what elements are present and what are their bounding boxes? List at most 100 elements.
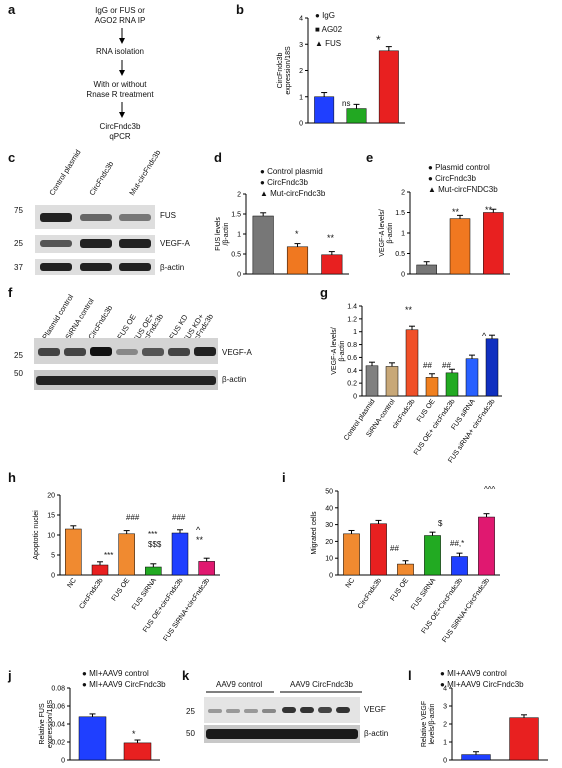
x-tick-label: FUS SiRNA+CircFndc3b [441, 577, 491, 644]
flow-arrow-2 [119, 60, 125, 76]
y-tick-label: 10 [47, 533, 55, 540]
bar [365, 365, 379, 397]
y-axis-label-line: Apoptotic nuclei [33, 510, 40, 560]
protein-k-actin: β-actin [364, 729, 389, 738]
legend-d-3: ▲ Mut-circFndc3b [260, 189, 326, 198]
legend-d-2: ● CircFndc3b [260, 178, 308, 187]
bar [509, 717, 539, 761]
y-tick-label: 0 [61, 758, 65, 765]
legend-label: Mut-circFndc3b [270, 189, 326, 198]
blot-f-vegf [34, 338, 218, 364]
bar [451, 556, 468, 576]
y-axis-label-line: FUS levels [215, 217, 222, 251]
annotation-e-2: ** [485, 205, 493, 215]
marker-c-37: 37 [14, 263, 23, 272]
y-tick-label: 0 [51, 573, 55, 580]
protein-c-fus: FUS [160, 211, 176, 220]
flow-step-1: IgG or FUS or AGO2 RNA IP [94, 6, 146, 25]
x-tick-label: FUS OE [111, 577, 132, 603]
panel-label-k: k [182, 668, 190, 683]
legend-j-1: ● MI+AAV9 control [82, 669, 149, 678]
protein-c-vegf: VEGF-A [160, 239, 190, 248]
blot-c-fus [35, 205, 155, 229]
y-axis-label-line: β-actin [339, 340, 346, 361]
chart-d: 0 0.5 1 1.5 2 FUS levels/β-actin [215, 192, 349, 279]
bar [483, 212, 504, 275]
annotation-h-4: ### [172, 513, 186, 522]
x-tick-label: FUS SiRNA+circFndc3b [162, 577, 211, 643]
y-axis-label-line: VEGF-A levels/ [331, 327, 338, 375]
blot-k-vegf [204, 697, 360, 723]
bar [425, 377, 439, 397]
x-tick-label: CircFndc3b [78, 577, 104, 610]
flow-step-4: CircFndc3b qPCR [99, 122, 141, 141]
y-tick-label: 4 [443, 686, 447, 693]
annotation-g-2: ## [423, 361, 432, 370]
legend-e-3: ▲ Mut-circFNDC3b [428, 185, 498, 194]
legend-l-2: ● MI+AAV9 CircFndc3b [440, 680, 524, 689]
bar [123, 742, 152, 761]
annotation-i-2: $ [438, 519, 443, 528]
marker-c-25: 25 [14, 239, 23, 248]
panel-label-g: g [320, 285, 328, 300]
y-tick-label: 0.04 [51, 722, 65, 729]
panel-label-i: i [282, 470, 286, 485]
legend-e-2: ● CircFndc3b [428, 174, 476, 183]
x-tick-label: FUS SiRNA [410, 577, 437, 612]
y-tick-label: 0 [237, 272, 241, 279]
bar [370, 523, 387, 576]
y-tick-label: 20 [47, 493, 55, 500]
annotation-h-1: *** [104, 551, 114, 560]
x-tick-label: NC [66, 577, 78, 589]
blot-c-actin [35, 259, 155, 275]
bar [405, 329, 419, 397]
bar [378, 50, 399, 124]
y-tick-label: 0.02 [51, 740, 65, 747]
x-tick-label: FUS SiRNA [131, 577, 158, 612]
x-tick-label: NC [345, 577, 357, 589]
y-tick-label: 0 [401, 272, 405, 279]
blot-f-actin [34, 370, 218, 390]
protein-c-actin: β-actin [160, 263, 185, 272]
y-tick-label: 5 [51, 553, 55, 560]
flow-step-2: RNA isolation [95, 47, 145, 56]
y-tick-label: 0.2 [347, 381, 357, 388]
x-tick-label: FUS OE [416, 398, 437, 424]
x-tick-label: CircFndc3b [357, 577, 383, 610]
annotation-g-3: ## [442, 361, 451, 370]
legend-j-2: ● MI+AAV9 CircFndc3b [82, 680, 166, 689]
chart-l: 0 1 2 3 4 Relative VEGFlevels/β-actin [421, 686, 548, 765]
group-k-1: AAV9 control [216, 680, 263, 689]
y-tick-label: 15 [47, 513, 55, 520]
y-tick-label: 10 [325, 556, 333, 563]
chart-e: 0 0.5 1 1.5 2 VEGF-A levels/β-actin [379, 190, 510, 279]
y-tick-label: 0.4 [347, 368, 357, 375]
bar [145, 566, 162, 576]
legend-label: MI+AAV9 control [447, 669, 507, 678]
bar [445, 372, 459, 397]
y-axis-label: Relative FUSexpression/18S [39, 700, 54, 749]
y-axis-label-line: levels/β-actin [429, 703, 436, 744]
panel-label-j: j [8, 668, 12, 683]
y-tick-label: 40 [325, 505, 333, 512]
annotation-e-1: ** [452, 207, 460, 217]
y-axis-label-line: VEGF-A levels/ [379, 209, 386, 257]
legend-l-1: ● MI+AAV9 control [440, 669, 507, 678]
legend-e-1: ● Plasmid control [428, 163, 490, 172]
y-tick-label: 1.5 [231, 212, 241, 219]
y-tick-label: 0.8 [347, 342, 357, 349]
y-tick-label: 2 [443, 722, 447, 729]
legend-b-igg: ● IgG [315, 11, 335, 20]
legend-label: FUS [325, 39, 342, 48]
chart-j: 0 0.02 0.04 0.06 0.08 Relative FUSexpression/… [39, 686, 160, 765]
bar [314, 96, 335, 124]
y-tick-label: 0 [443, 758, 447, 765]
legend-b-ago2: ■ AG02 [315, 25, 343, 34]
lane-label-c-2: CircFndc3b [87, 159, 116, 197]
annotation-h-3: *** $$$ [148, 530, 162, 549]
panel-label-a: a [8, 2, 16, 17]
y-tick-label: 1 [443, 740, 447, 747]
annotation-d-1: * [295, 229, 299, 239]
bar [343, 533, 360, 576]
group-k-2: AAV9 CircFndc3b [290, 680, 353, 689]
